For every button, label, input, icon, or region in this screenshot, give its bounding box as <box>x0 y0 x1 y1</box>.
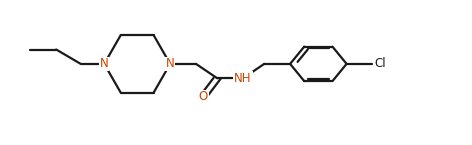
Text: O: O <box>198 90 208 103</box>
Text: N: N <box>166 57 175 70</box>
Text: N: N <box>100 57 109 70</box>
Text: Cl: Cl <box>375 57 387 70</box>
Text: NH: NH <box>234 72 252 85</box>
